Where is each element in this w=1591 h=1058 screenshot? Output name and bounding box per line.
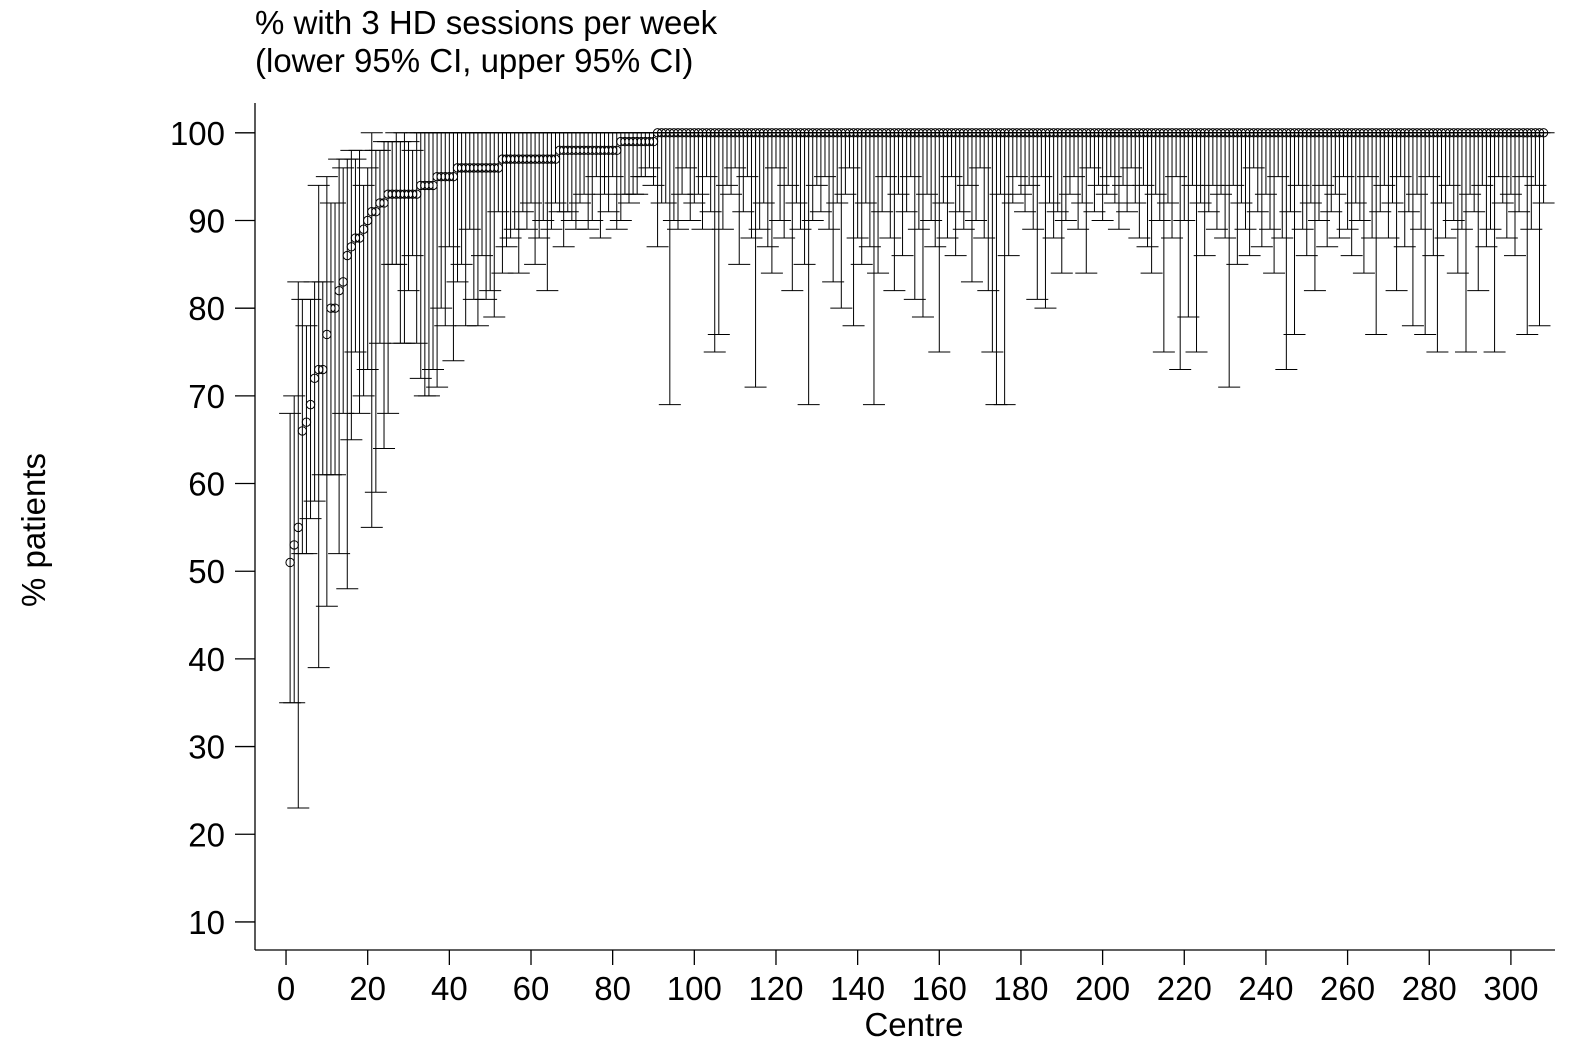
- y-tick-label: 20: [188, 816, 225, 853]
- x-tick-label: 40: [431, 970, 468, 1007]
- y-tick-label: 80: [188, 290, 225, 327]
- y-tick-label: 70: [188, 378, 225, 415]
- y-tick-label: 10: [188, 904, 225, 941]
- x-tick-label: 200: [1075, 970, 1130, 1007]
- y-tick-label: 40: [188, 641, 225, 678]
- chart-title: % with 3 HD sessions per week: [255, 4, 718, 41]
- x-tick-label: 280: [1402, 970, 1457, 1007]
- x-tick-label: 120: [748, 970, 803, 1007]
- y-tick-label: 90: [188, 202, 225, 239]
- x-tick-label: 100: [667, 970, 722, 1007]
- x-tick-label: 0: [277, 970, 295, 1007]
- x-tick-label: 240: [1238, 970, 1293, 1007]
- y-axis-label: % patients: [15, 453, 52, 607]
- x-tick-label: 20: [349, 970, 386, 1007]
- x-tick-label: 160: [912, 970, 967, 1007]
- chart-subtitle: (lower 95% CI, upper 95% CI): [255, 42, 693, 79]
- y-tick-label: 30: [188, 729, 225, 766]
- x-tick-label: 300: [1483, 970, 1538, 1007]
- x-tick-label: 220: [1157, 970, 1212, 1007]
- x-tick-label: 180: [993, 970, 1048, 1007]
- x-tick-label: 60: [513, 970, 550, 1007]
- x-axis-label: Centre: [864, 1006, 963, 1043]
- x-tick-label: 140: [830, 970, 885, 1007]
- x-tick-label: 260: [1320, 970, 1375, 1007]
- y-tick-label: 50: [188, 553, 225, 590]
- point: [1538, 128, 1549, 138]
- y-tick-label: 100: [170, 115, 225, 152]
- y-tick-label: 60: [188, 466, 225, 503]
- x-tick-label: 80: [594, 970, 631, 1007]
